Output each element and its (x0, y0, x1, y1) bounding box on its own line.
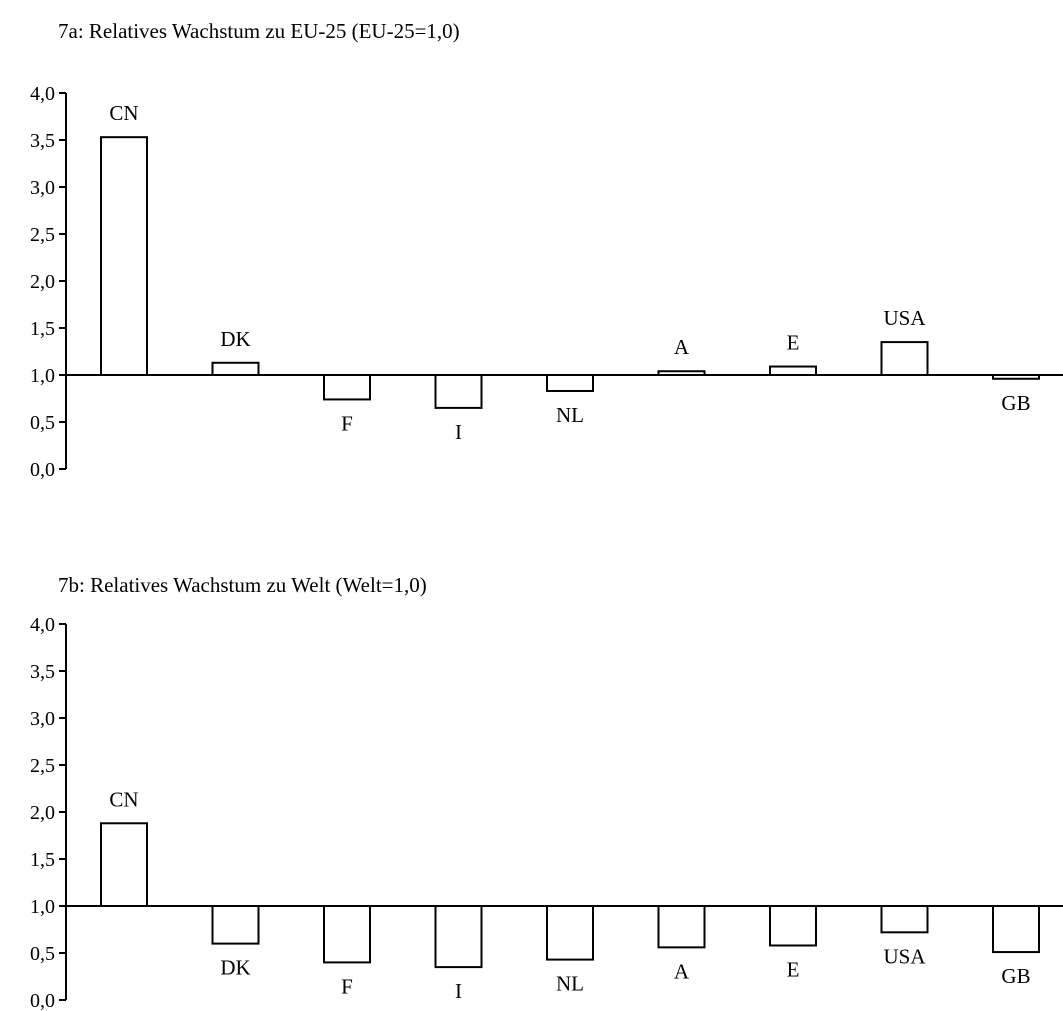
category-label: GB (1001, 964, 1030, 988)
category-label: NL (556, 972, 584, 996)
bar-cn (100, 822, 148, 908)
bar-e (769, 905, 817, 947)
category-label: I (455, 420, 462, 444)
category-label: DK (220, 327, 250, 351)
bar-dk (211, 361, 260, 376)
y-tick-label: 1,0 (30, 365, 55, 387)
bar-a (657, 905, 706, 949)
y-tick-label: 0,0 (30, 459, 55, 481)
category-label: A (674, 959, 690, 983)
category-label: NL (556, 403, 584, 427)
bar-gb (992, 905, 1040, 954)
y-tick-label: 4,0 (30, 614, 55, 636)
bar-f (323, 905, 371, 964)
y-tick-label: 4,0 (30, 83, 55, 105)
bar-nl (546, 905, 594, 961)
y-tick-label: 1,0 (30, 896, 55, 918)
bar-nl (546, 374, 594, 392)
y-tick-label: 0,0 (30, 990, 55, 1011)
y-tick-label: 1,5 (30, 318, 55, 340)
y-tick-label: 2,5 (30, 755, 55, 777)
category-label: I (455, 979, 462, 1003)
y-tick-label: 3,5 (30, 130, 55, 152)
bar-cn (100, 136, 148, 376)
y-tick-label: 3,0 (30, 708, 55, 730)
category-label: USA (883, 944, 926, 968)
chart-title: 7a: Relatives Wachstum zu EU-25 (EU-25=1… (58, 19, 460, 43)
y-tick-label: 2,0 (30, 802, 55, 824)
category-label: F (341, 974, 353, 998)
y-tick-label: 0,5 (30, 412, 55, 434)
y-tick-label: 3,5 (30, 661, 55, 683)
bar-e (769, 365, 817, 377)
category-label: CN (109, 101, 138, 125)
bar-gb (992, 374, 1040, 380)
category-label: DK (220, 956, 250, 980)
chart-panel-7a: 7a: Relatives Wachstum zu EU-25 (EU-25=1… (30, 19, 1063, 481)
y-tick-label: 3,0 (30, 177, 55, 199)
y-tick-label: 2,0 (30, 271, 55, 293)
category-label: E (787, 331, 800, 355)
chart-panel-7b: 7b: Relatives Wachstum zu Welt (Welt=1,0… (30, 573, 1063, 1011)
bar-dk (211, 905, 260, 945)
category-label: GB (1001, 391, 1030, 415)
y-tick-label: 1,5 (30, 849, 55, 871)
category-label: F (341, 411, 353, 435)
bar-usa (880, 905, 929, 934)
y-tick-label: 0,5 (30, 943, 55, 965)
bar-i (434, 374, 483, 409)
bar-i (434, 905, 483, 969)
category-label: A (674, 335, 690, 359)
bar-a (657, 370, 706, 376)
category-label: USA (883, 306, 926, 330)
category-label: CN (109, 787, 138, 811)
chart-title: 7b: Relatives Wachstum zu Welt (Welt=1,0… (58, 573, 427, 597)
bar-f (323, 374, 371, 401)
bar-usa (880, 341, 929, 377)
y-tick-label: 2,5 (30, 224, 55, 246)
category-label: E (787, 957, 800, 981)
